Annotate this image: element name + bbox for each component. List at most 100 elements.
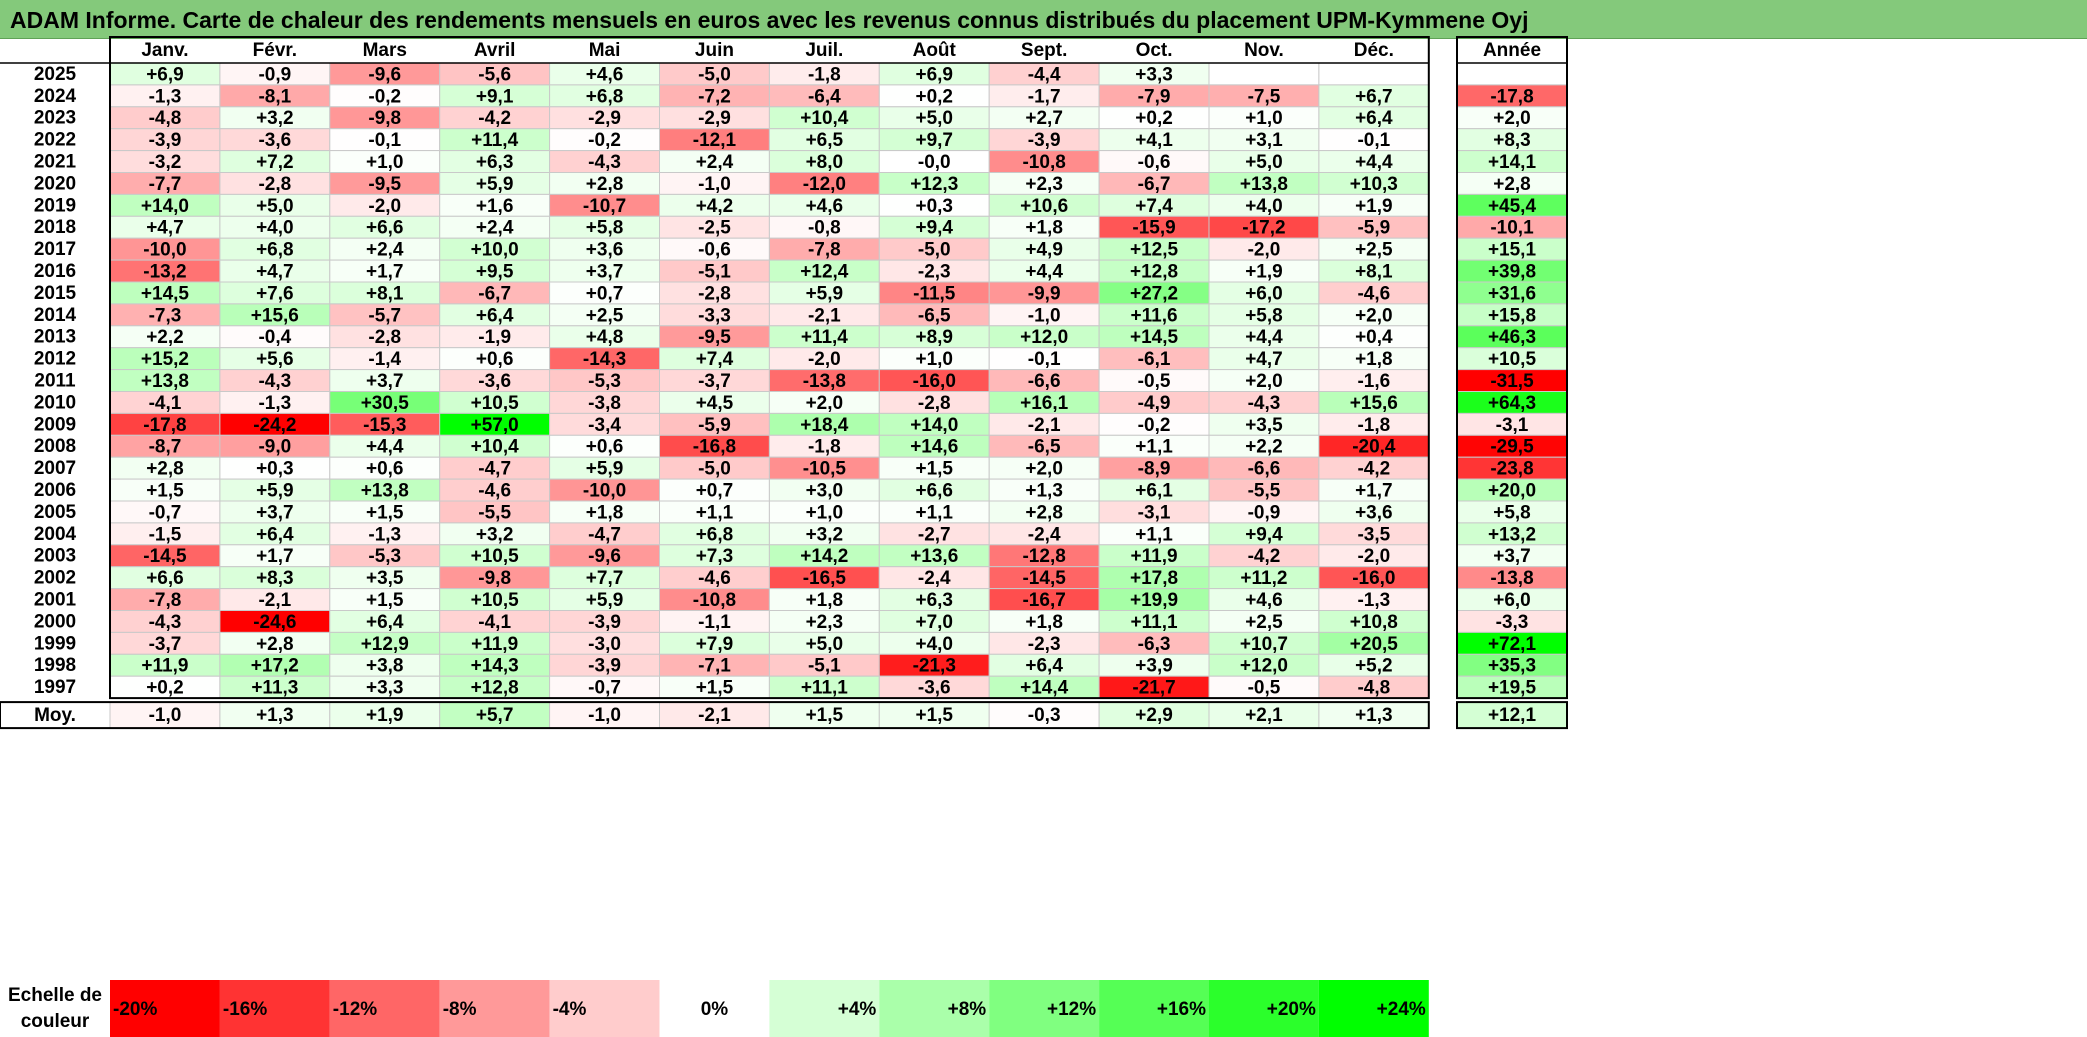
cell-value-2012-5: +7,4: [696, 349, 734, 370]
row-year-2002: 2002: [34, 568, 76, 589]
cell-value-2001-7: +6,3: [915, 590, 953, 611]
cell-value-2004-5: +6,8: [696, 524, 734, 545]
cell-value-2019-4: -10,7: [583, 196, 626, 217]
cell-value-2020-3: +5,9: [476, 174, 514, 195]
row-year-2012: 2012: [34, 349, 76, 370]
col-header-4: Mai: [589, 40, 621, 61]
average-cell-6: [768, 701, 880, 729]
cell-value-2013-8: +12,0: [1020, 327, 1068, 348]
annual-value-2004: +13,2: [1488, 524, 1536, 545]
annual-value-2023: +2,0: [1493, 108, 1531, 129]
cell-value-2024-2: -0,2: [368, 86, 401, 107]
col-header-3: Avril: [474, 40, 516, 61]
grid-border: [109, 36, 1430, 700]
cell-value-2022-1: -3,6: [258, 130, 291, 151]
cell-value-1999-6: +5,0: [806, 634, 844, 655]
cell-value-2008-10: +2,2: [1245, 437, 1283, 458]
row-year-1997: 1997: [34, 677, 76, 698]
cell-value-2012-9: -6,1: [1138, 349, 1171, 370]
average-value-8: -0,3: [1028, 705, 1061, 726]
cell-value-2008-0: -8,7: [149, 437, 182, 458]
scale-swatch-0: [110, 980, 220, 1037]
cell-value-2022-0: -3,9: [149, 130, 182, 151]
cell-value-2001-10: +4,6: [1245, 590, 1283, 611]
cell-value-2003-11: -2,0: [1357, 546, 1390, 567]
cell-value-2025-6: -1,8: [808, 64, 841, 85]
cell-value-2011-8: -6,6: [1028, 371, 1061, 392]
cell-value-2015-8: -9,9: [1028, 283, 1061, 304]
cell-value-2005-8: +2,8: [1025, 502, 1063, 523]
cell-value-2004-10: +9,4: [1245, 524, 1283, 545]
cell-value-2008-2: +4,4: [366, 437, 404, 458]
scale-swatch-11: [1318, 980, 1429, 1037]
row-year-2020: 2020: [34, 173, 76, 194]
cell-value-2005-7: +1,1: [915, 502, 953, 523]
cell-value-2013-9: +14,5: [1130, 327, 1179, 348]
cell-value-2024-9: -7,9: [1138, 86, 1171, 107]
cell-value-2006-1: +5,9: [256, 481, 294, 502]
cell-value-2024-6: -6,4: [808, 86, 841, 107]
row-year-2008: 2008: [34, 436, 76, 457]
cell-value-2009-10: +3,5: [1245, 415, 1283, 436]
scale-value-10: +20%: [1267, 999, 1316, 1020]
cell-value-2022-4: -0,2: [588, 130, 621, 151]
cell-value-2024-7: +0,2: [915, 86, 953, 107]
annual-value-2022: +8,3: [1493, 130, 1531, 151]
cell-value-2015-6: +5,9: [806, 283, 844, 304]
cell-value-2015-11: -4,6: [1357, 283, 1390, 304]
cell-value-2003-2: -5,3: [368, 546, 401, 567]
cell-value-2018-0: +4,7: [146, 218, 184, 239]
cell-value-2014-7: -6,5: [918, 305, 951, 326]
cell-value-2019-10: +4,0: [1245, 196, 1283, 217]
cell-value-2021-6: +8,0: [806, 152, 844, 173]
cell-value-2020-1: -2,8: [258, 174, 291, 195]
cell-value-2004-8: -2,4: [1028, 524, 1061, 545]
cell-value-2016-9: +12,8: [1130, 262, 1178, 283]
cell-value-2002-4: +7,7: [586, 568, 624, 589]
cell-value-2001-5: -10,8: [693, 590, 736, 611]
cell-value-1997-8: +14,4: [1020, 678, 1069, 699]
cell-value-1999-5: +7,9: [696, 634, 734, 655]
cell-value-2008-6: -1,8: [808, 437, 841, 458]
cell-value-1997-11: -4,8: [1357, 678, 1390, 699]
cell-value-2009-5: -5,9: [698, 415, 731, 436]
cell-value-2000-4: -3,9: [588, 612, 621, 633]
col-header-9: Oct.: [1136, 40, 1173, 61]
cell-value-2004-1: +6,4: [256, 524, 294, 545]
cell-value-2005-10: -0,9: [1248, 502, 1281, 523]
cell-value-2021-1: +7,2: [256, 152, 294, 173]
cell-value-2021-11: +4,4: [1355, 152, 1393, 173]
cell-value-2002-10: +11,2: [1240, 568, 1287, 589]
cell-value-2010-11: +15,6: [1350, 393, 1398, 414]
cell-value-1999-4: -3,0: [588, 634, 621, 655]
annual-value-2006: +20,0: [1488, 481, 1536, 502]
scale-swatch-7: [879, 980, 990, 1037]
cell-value-2025-8: -4,4: [1028, 64, 1061, 85]
cell-value-1998-3: +14,3: [471, 656, 519, 677]
annual-value-2009: -3,1: [1496, 415, 1529, 436]
cell-value-2001-0: -7,8: [149, 590, 182, 611]
cell-value-2005-2: +1,5: [366, 502, 404, 523]
cell-value-2006-11: +1,7: [1355, 481, 1393, 502]
cell-value-2022-6: +6,5: [806, 130, 844, 151]
cell-value-2015-5: -2,8: [698, 283, 731, 304]
cell-value-1998-1: +17,2: [251, 656, 299, 677]
cell-value-2008-11: -20,4: [1352, 437, 1396, 458]
cell-value-2024-10: -7,5: [1248, 86, 1281, 107]
cell-value-2000-5: -1,1: [698, 612, 731, 633]
cell-value-2007-10: -6,6: [1248, 459, 1281, 480]
cell-value-2000-3: -4,1: [478, 612, 511, 633]
cell-value-2023-7: +5,0: [915, 108, 953, 129]
cell-value-2008-9: +1,1: [1135, 437, 1173, 458]
cell-value-2000-10: +2,5: [1245, 612, 1283, 633]
cell-value-2009-2: -15,3: [363, 415, 406, 436]
annual-value-2020: +2,8: [1493, 174, 1531, 195]
cell-value-2025-1: -0,9: [258, 64, 291, 85]
cell-value-2001-6: +1,8: [806, 590, 844, 611]
cell-value-2015-3: -6,7: [478, 283, 511, 304]
cell-value-2000-8: +1,8: [1025, 612, 1063, 633]
cell-value-2023-6: +10,4: [800, 108, 849, 129]
cell-value-2022-3: +11,4: [471, 130, 518, 151]
cell-value-2002-9: +17,8: [1130, 568, 1178, 589]
cell-value-2017-3: +10,0: [471, 240, 519, 261]
